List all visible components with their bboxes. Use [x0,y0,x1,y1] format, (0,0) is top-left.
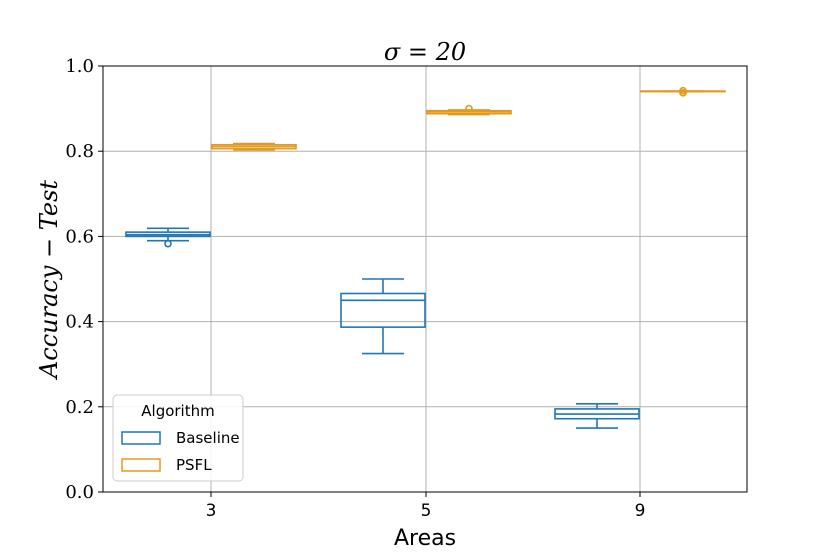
y-tick-label: 1.0 [65,56,94,77]
y-tick-label: 0.0 [65,482,94,503]
outlier-point [164,239,172,248]
y-axis-label: Accuracy − Test [35,180,63,380]
y-tick-label: 0.8 [65,141,94,162]
legend-title: Algorithm [141,402,214,420]
box-psfl-5 [426,104,512,116]
x-axis-ticks: 3 5 9 [206,492,646,521]
box-psfl-9 [640,86,726,97]
x-tick-label: 9 [635,501,646,521]
outlier-point [679,86,687,95]
y-tick-label: 0.2 [65,397,94,418]
y-tick-label: 0.6 [65,226,94,247]
box-series [125,86,726,429]
legend-swatch-psfl [121,458,161,472]
outlier-point [465,104,473,113]
box-baseline-9 [554,403,640,429]
box-baseline-5 [340,278,426,355]
legend-label-baseline: Baseline [176,429,240,447]
y-tick-label: 0.4 [65,312,94,333]
chart-title: σ = 20 [384,38,466,66]
box-baseline-3 [125,227,211,248]
x-axis-label: Areas [394,526,456,551]
y-axis-ticks: 0.0 0.2 0.4 0.6 0.8 1.0 [65,56,103,503]
box-iqr [340,292,426,328]
legend-swatch-baseline [121,431,161,445]
x-tick-label: 5 [421,501,432,521]
plot-frame [102,65,748,493]
x-tick-label: 3 [206,501,217,521]
legend-label-psfl: PSFL [176,456,212,474]
legend: Algorithm Baseline PSFL [112,394,244,482]
box-psfl-3 [211,142,297,151]
